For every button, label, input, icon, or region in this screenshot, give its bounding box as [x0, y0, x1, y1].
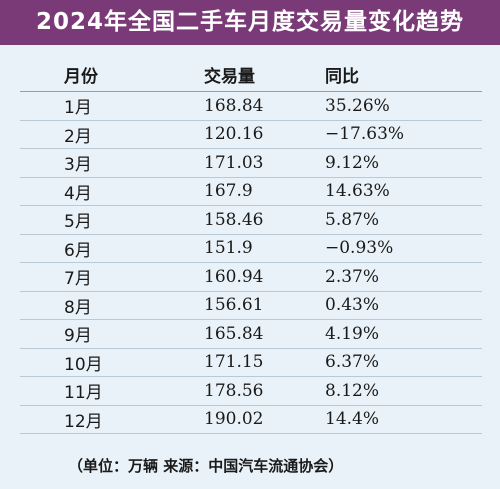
data-table: 月份 交易量 同比 1月 168.84 35.26% 2月 120.16 −17.63% 3…: [20, 58, 482, 434]
volume-cell: 120.16: [204, 124, 264, 145]
volume-cell: 190.02: [204, 409, 264, 430]
volume-cell: 165.84: [204, 323, 264, 344]
volume-cell: 178.56: [204, 380, 264, 401]
source-note: （单位：万辆 来源：中国汽车流通协会）: [68, 457, 344, 475]
volume-cell: 158.46: [204, 209, 264, 230]
column-header-yoy: 同比: [325, 67, 359, 87]
volume-cell: 160.94: [204, 266, 264, 287]
table-row: 3月 171.03 9.12%: [20, 149, 482, 178]
yoy-cell: 8.12%: [325, 380, 380, 401]
month-cell: 4月: [64, 183, 92, 204]
yoy-cell: 14.4%: [325, 409, 380, 430]
table-row: 10月 171.15 6.37%: [20, 349, 482, 377]
page-title: 2024年全国二手车月度交易量变化趋势: [0, 0, 500, 45]
yoy-cell: −17.63%: [325, 124, 405, 145]
yoy-cell: 0.43%: [325, 295, 380, 316]
yoy-cell: 14.63%: [325, 181, 390, 202]
volume-cell: 171.15: [204, 352, 264, 373]
column-header-volume: 交易量: [204, 67, 255, 87]
table-row: 1月 168.84 35.26%: [20, 92, 482, 121]
volume-cell: 151.9: [204, 238, 253, 259]
month-cell: 8月: [64, 297, 92, 318]
table-row: 12月 190.02 14.4%: [20, 406, 482, 434]
yoy-cell: 9.12%: [325, 152, 380, 173]
yoy-cell: 4.19%: [325, 323, 380, 344]
table-header: 月份 交易量 同比: [20, 58, 482, 92]
month-cell: 11月: [64, 383, 103, 404]
month-cell: 1月: [64, 98, 92, 119]
volume-cell: 168.84: [204, 95, 264, 116]
volume-cell: 167.9: [204, 181, 253, 202]
month-cell: 10月: [64, 354, 103, 375]
column-header-month: 月份: [64, 67, 98, 87]
table-row: 5月 158.46 5.87%: [20, 206, 482, 235]
table-row: 2月 120.16 −17.63%: [20, 121, 482, 149]
table-row: 6月 151.9 −0.93%: [20, 235, 482, 263]
yoy-cell: 35.26%: [325, 95, 390, 116]
table-row: 7月 160.94 2.37%: [20, 263, 482, 292]
table-row: 8月 156.61 0.43%: [20, 292, 482, 320]
table-row: 4月 167.9 14.63%: [20, 178, 482, 206]
yoy-cell: 2.37%: [325, 266, 380, 287]
month-cell: 5月: [64, 212, 92, 233]
month-cell: 9月: [64, 326, 92, 347]
volume-cell: 156.61: [204, 295, 264, 316]
yoy-cell: 5.87%: [325, 209, 380, 230]
month-cell: 7月: [64, 269, 92, 290]
volume-cell: 171.03: [204, 152, 264, 173]
month-cell: 2月: [64, 126, 92, 147]
yoy-cell: 6.37%: [325, 352, 380, 373]
month-cell: 12月: [64, 411, 103, 432]
table-body: 1月 168.84 35.26% 2月 120.16 −17.63% 3月 171.03 9.1…: [20, 92, 482, 434]
table-row: 9月 165.84 4.19%: [20, 320, 482, 349]
month-cell: 3月: [64, 155, 92, 176]
table-row: 11月 178.56 8.12%: [20, 377, 482, 406]
month-cell: 6月: [64, 240, 92, 261]
yoy-cell: −0.93%: [325, 238, 394, 259]
